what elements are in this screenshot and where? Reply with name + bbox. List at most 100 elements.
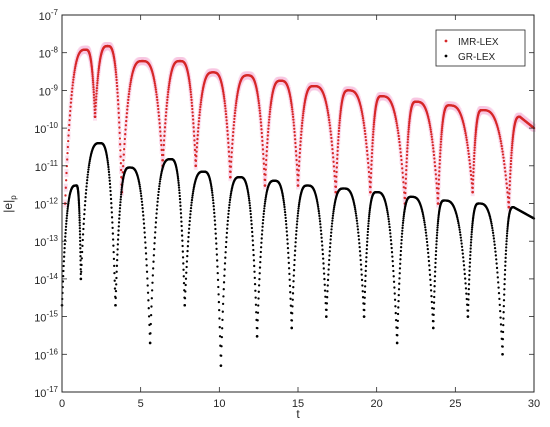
data-point <box>144 252 148 255</box>
x-tick-label: 30 <box>528 398 540 410</box>
data-point <box>128 87 131 91</box>
data-point <box>391 264 395 268</box>
data-point <box>399 154 403 158</box>
data-point <box>266 134 269 137</box>
data-point <box>336 149 339 153</box>
data-point <box>429 130 433 133</box>
data-point <box>154 226 157 229</box>
data-point <box>149 332 152 335</box>
data-point <box>467 155 471 159</box>
data-point <box>354 210 357 213</box>
data-point <box>400 158 403 162</box>
data-point <box>117 229 120 232</box>
data-point <box>92 88 95 91</box>
data-point <box>405 153 409 157</box>
data-point <box>188 223 191 227</box>
data-point <box>504 256 507 259</box>
data-point <box>81 244 84 248</box>
data-point <box>265 150 268 153</box>
data-point <box>182 281 186 285</box>
data-point <box>458 228 461 231</box>
data-point <box>433 279 436 283</box>
data-point <box>107 165 110 169</box>
data-point <box>285 223 288 226</box>
data-point <box>464 277 467 280</box>
legend-label-imr-lex: IMR-LEX <box>458 37 499 48</box>
data-point <box>79 239 82 243</box>
data-point <box>217 285 220 289</box>
data-point <box>427 259 431 263</box>
data-point <box>160 148 163 152</box>
data-point <box>297 209 300 213</box>
data-point <box>362 124 366 127</box>
data-point <box>198 114 201 117</box>
data-point <box>316 205 320 208</box>
data-point <box>232 127 235 130</box>
data-point <box>362 121 365 125</box>
data-point <box>257 101 261 105</box>
data-point <box>155 93 158 96</box>
data-point <box>230 151 233 154</box>
data-point <box>250 223 253 226</box>
data-point <box>364 269 367 273</box>
data-point <box>260 131 263 135</box>
data-point <box>297 179 300 182</box>
data-point <box>96 77 99 80</box>
data-point <box>117 233 120 237</box>
data-point <box>295 226 298 229</box>
data-point <box>296 220 299 223</box>
data-point <box>402 217 405 220</box>
data-point <box>163 130 166 133</box>
data-point <box>177 184 180 187</box>
data-point <box>223 97 226 100</box>
data-point <box>192 126 195 129</box>
data-point <box>256 327 259 330</box>
data-point <box>470 226 474 229</box>
data-point <box>212 205 215 208</box>
data-point <box>503 273 507 276</box>
data-point <box>197 120 201 123</box>
data-point <box>149 313 153 317</box>
data-point <box>433 290 436 293</box>
legend-label-gr-lex: GR-LEX <box>458 52 496 63</box>
data-point <box>456 220 460 223</box>
data-point <box>70 90 74 93</box>
data-point <box>96 81 99 85</box>
data-point <box>156 204 159 207</box>
data-point <box>192 130 196 133</box>
data-point <box>260 237 263 240</box>
data-point <box>336 157 339 160</box>
data-point <box>325 302 329 305</box>
data-point <box>428 268 431 272</box>
data-point <box>258 278 261 281</box>
data-point <box>139 189 142 193</box>
data-point <box>79 243 82 246</box>
data-point <box>260 124 263 127</box>
data-point <box>118 213 121 217</box>
data-point <box>294 141 297 145</box>
data-point <box>265 145 269 149</box>
data-point <box>368 209 371 212</box>
data-point <box>385 207 389 210</box>
data-point <box>474 129 478 132</box>
data-point <box>228 198 232 202</box>
data-point <box>95 95 98 98</box>
data-point <box>428 122 431 125</box>
data-point <box>325 308 328 312</box>
data-point <box>153 78 156 81</box>
data-point <box>427 251 430 255</box>
data-point <box>505 182 508 185</box>
data-point <box>252 253 255 257</box>
data-point <box>180 234 184 237</box>
data-point <box>192 122 195 125</box>
data-point <box>141 210 145 213</box>
data-point <box>402 215 405 218</box>
data-point <box>406 144 409 147</box>
data-point <box>210 185 213 188</box>
data-point <box>464 129 467 133</box>
data-point <box>332 206 336 209</box>
data-point <box>66 158 69 161</box>
data-point <box>360 107 363 110</box>
data-point <box>434 169 437 172</box>
data-point <box>363 308 366 312</box>
